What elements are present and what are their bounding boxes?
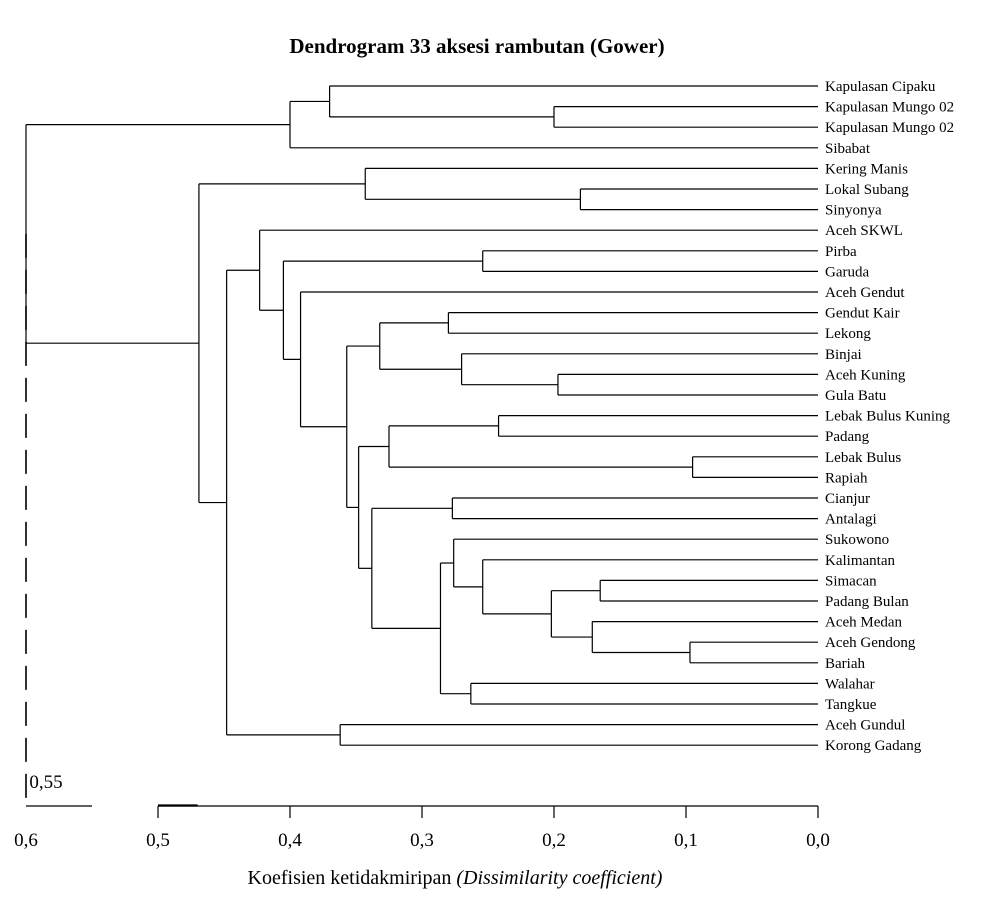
leaf-label: Kering Manis <box>825 161 908 177</box>
leaf-label: Aceh Kuning <box>825 367 906 383</box>
leaf-label: Garuda <box>825 264 869 280</box>
leaf-label: Binjai <box>825 347 862 363</box>
leaf-label: Korong Gadang <box>825 738 922 754</box>
leaf-label: Gendut Kair <box>825 306 900 322</box>
leaf-label: Lokal Subang <box>825 182 909 198</box>
x-tick-label: 0,4 <box>278 830 302 851</box>
leaf-label: Lebak Bulus <box>825 450 901 466</box>
leaf-label: Pirba <box>825 244 857 260</box>
dendrogram-links <box>26 86 818 745</box>
x-tick-label: 0,0 <box>806 830 830 851</box>
leaf-label: Kalimantan <box>825 553 895 569</box>
leaf-label: Sukowono <box>825 532 889 548</box>
x-tick-label: 0,5 <box>146 830 170 851</box>
leaf-label: Aceh Gundul <box>825 718 905 734</box>
leaf-label: Padang <box>825 429 870 445</box>
leaf-label: Simacan <box>825 573 877 589</box>
leaf-label: Tangkue <box>825 697 877 713</box>
leaf-label: Rapiah <box>825 470 868 486</box>
leaf-label: Bariah <box>825 656 865 672</box>
leaf-label: Aceh Medan <box>825 615 903 631</box>
x-tick-label: 0,6 <box>14 830 38 851</box>
scale-annotation: 0,55 <box>26 772 92 806</box>
leaf-label: Cianjur <box>825 491 870 507</box>
leaf-label: Antalagi <box>825 512 877 528</box>
x-axis-label-italic: (Dissimilarity coefficient) <box>456 867 662 889</box>
leaf-label: Aceh SKWL <box>825 223 903 239</box>
x-axis-label: Koefisien ketidakmiripan (Dissimilarity c… <box>248 867 663 889</box>
scale-label: 0,55 <box>29 772 62 793</box>
leaf-label: Lekong <box>825 326 871 342</box>
leaf-label: Sibabat <box>825 141 871 157</box>
leaf-label: Aceh Gendong <box>825 635 916 651</box>
leaf-label: Padang Bulan <box>825 594 909 610</box>
chart-title: Dendrogram 33 aksesi rambutan (Gower) <box>289 34 664 58</box>
leaf-label: Lebak Bulus Kuning <box>825 409 950 425</box>
leaf-label: Kapulasan Cipaku <box>825 79 936 95</box>
x-axis: 0,6 0,5 0,4 0,3 0,2 0,1 0,0 <box>14 806 830 852</box>
x-tick-label: 0,2 <box>542 830 566 851</box>
leaf-label: Walahar <box>825 676 875 692</box>
leaf-label: Kapulasan Mungo 02 <box>825 120 954 136</box>
x-axis-label-main: Koefisien ketidakmiripan <box>248 867 452 889</box>
x-tick-label: 0,1 <box>674 830 698 851</box>
leaf-label: Gula Batu <box>825 388 887 404</box>
leaf-label: Sinyonya <box>825 203 882 219</box>
leaf-label: Kapulasan Mungo 02 <box>825 100 954 116</box>
leaf-label: Aceh Gendut <box>825 285 905 301</box>
leaf-labels: Kapulasan Cipaku Kapulasan Mungo 02 Kapula… <box>825 79 954 754</box>
x-tick-label: 0,3 <box>410 830 434 851</box>
